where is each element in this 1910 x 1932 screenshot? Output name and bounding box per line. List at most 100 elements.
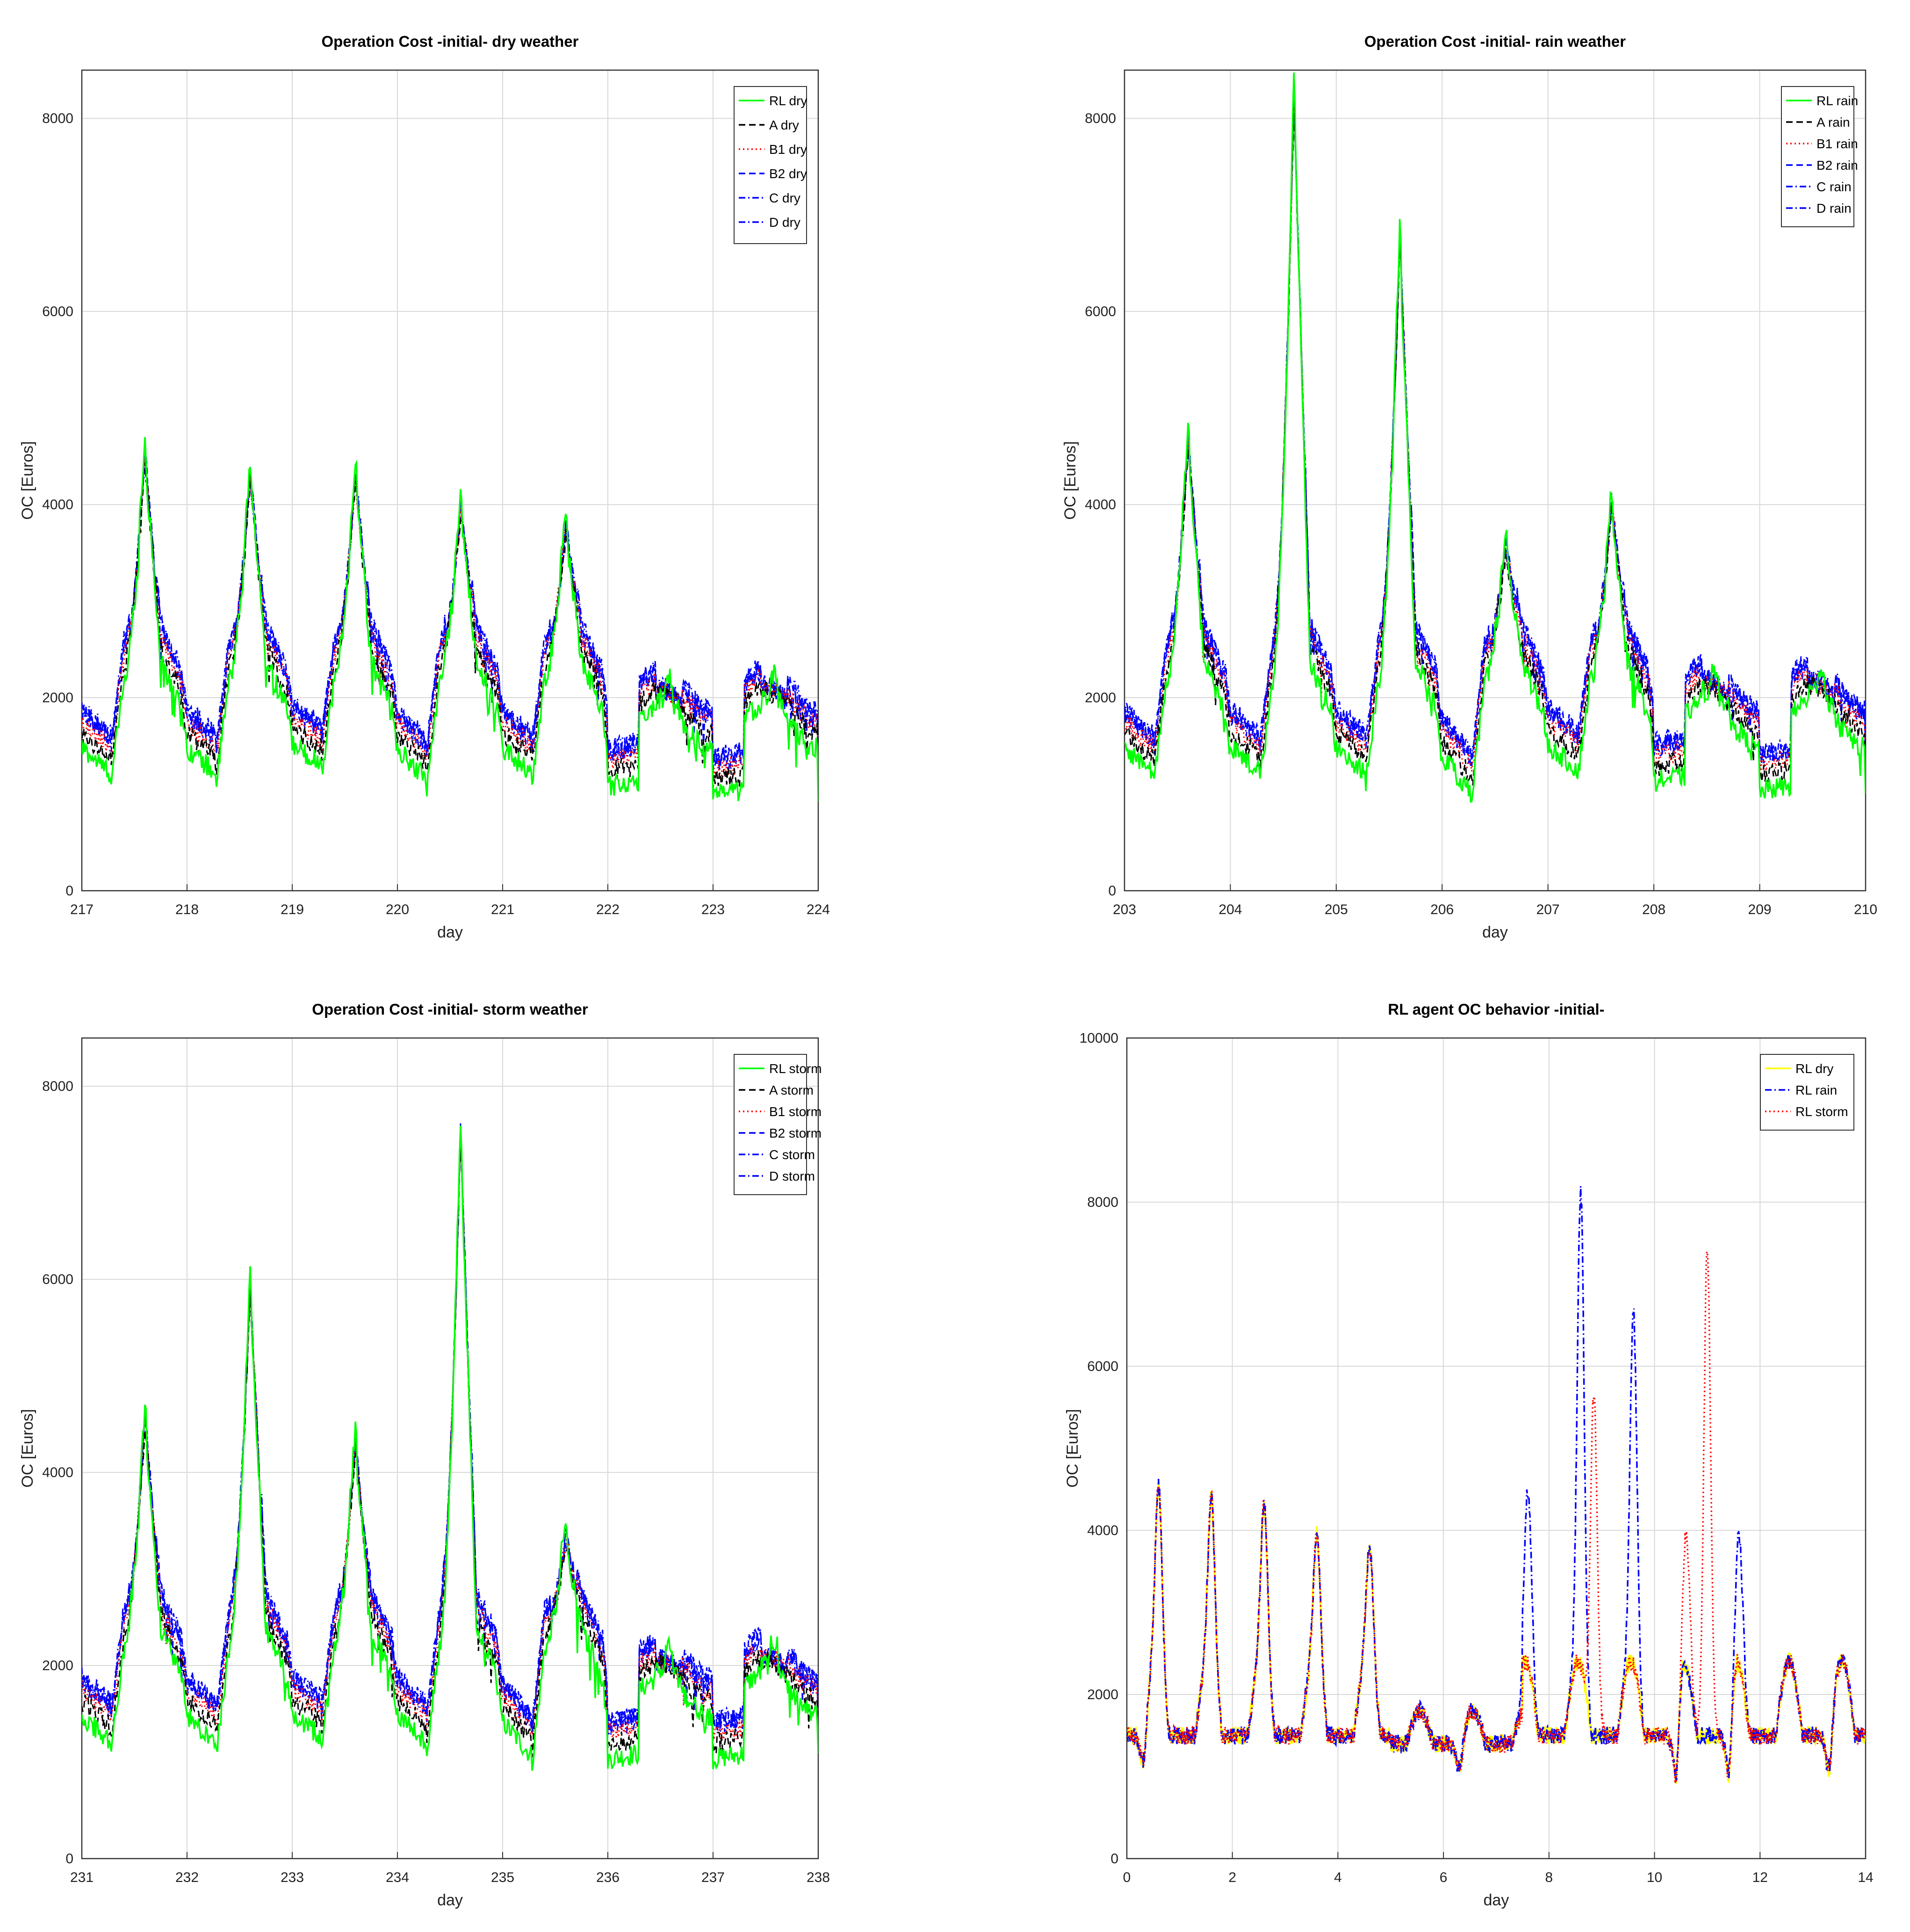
- series-lines: [82, 1123, 818, 1771]
- legend-box: [734, 1054, 807, 1195]
- y-axis-label: OC [Euros]: [1064, 1409, 1081, 1487]
- x-tick-label: 10: [1647, 1870, 1662, 1885]
- x-tick-label: 205: [1325, 902, 1348, 917]
- legend-label: B2 storm: [769, 1126, 822, 1140]
- legend-label: RL dry: [1795, 1061, 1833, 1076]
- chart-title: Operation Cost -initial- rain weather: [1364, 33, 1626, 50]
- axes-frame: [81, 69, 819, 892]
- legend: RL dry RL rain RL storm: [1760, 1054, 1854, 1131]
- x-axis-label: day: [437, 1891, 463, 1909]
- legend-label: A storm: [769, 1083, 814, 1097]
- legend-box: [1760, 1054, 1854, 1131]
- series-line-a-rain: [1124, 107, 1866, 786]
- series-line-b2-rain: [1124, 101, 1866, 766]
- x-tick-label: 238: [807, 1870, 830, 1885]
- x-tick-label: 218: [175, 902, 199, 917]
- axes-frame: [1124, 69, 1867, 892]
- x-tick-label: 234: [386, 1870, 409, 1885]
- x-tick-label: 231: [70, 1870, 94, 1885]
- legend-label: RL storm: [769, 1061, 822, 1076]
- y-axis-label: OC [Euros]: [19, 1409, 36, 1487]
- x-tick-label: 2: [1228, 1870, 1236, 1885]
- x-tick-label: 217: [70, 902, 94, 917]
- y-tick-label: 6000: [42, 1272, 73, 1287]
- x-tick-label: 233: [281, 1870, 304, 1885]
- series-line-rl-storm: [1127, 1251, 1866, 1784]
- y-tick-label: 0: [1108, 883, 1116, 899]
- chart-title: Operation Cost -initial- dry weather: [321, 33, 578, 50]
- legend-label: RL rain: [1795, 1083, 1837, 1097]
- x-tick-label: 223: [701, 902, 725, 917]
- x-tick-label: 8: [1545, 1870, 1553, 1885]
- series-lines: [82, 437, 818, 802]
- series-lines: [1127, 1186, 1866, 1784]
- x-tick-label: 221: [491, 902, 514, 917]
- y-tick-label: 4000: [1085, 497, 1116, 512]
- y-tick-label: 10000: [1080, 1031, 1118, 1046]
- y-tick-label: 4000: [42, 1465, 73, 1480]
- legend-label: RL dry: [769, 94, 807, 108]
- y-tick-label: 0: [1110, 1851, 1118, 1867]
- x-tick-label: 209: [1748, 902, 1772, 917]
- x-tick-label: 203: [1113, 902, 1136, 917]
- x-tick-label: 224: [807, 902, 830, 917]
- legend-label: B1 rain: [1816, 137, 1858, 151]
- y-tick-label: 0: [65, 1851, 73, 1867]
- legend-label: B2 dry: [769, 166, 807, 181]
- legend-box: [1781, 86, 1854, 227]
- x-tick-label: 207: [1536, 902, 1560, 917]
- legend: RL storm A storm B1 storm B2 storm C storm D …: [734, 1054, 822, 1195]
- x-tick-label: 219: [281, 902, 304, 917]
- legend-label: A dry: [769, 118, 799, 132]
- y-tick-label: 0: [65, 883, 73, 899]
- legend-label: B2 rain: [1816, 158, 1858, 173]
- series-lines: [1124, 72, 1866, 803]
- legend: RL rain A rain B1 rain B2 rain C rain D rain: [1781, 86, 1858, 227]
- series-line-d-storm: [82, 1126, 818, 1731]
- y-axis-label: OC [Euros]: [19, 441, 36, 519]
- series-line-d-rain: [1124, 89, 1866, 760]
- chart-panel-1: 217 218 219 220 221 222 223 224 0 2000 4000 6000 800…: [19, 33, 830, 941]
- legend-label: RL storm: [1795, 1104, 1848, 1119]
- y-tick-label: 2000: [42, 690, 73, 706]
- legend-label: A rain: [1816, 115, 1850, 130]
- chart-panel-3: 231 232 233 234 235 236 237 238 0 2000 4000 6000 800…: [19, 1001, 830, 1909]
- legend-label: RL rain: [1816, 94, 1858, 108]
- x-tick-label: 12: [1752, 1870, 1768, 1885]
- x-tick-label: 206: [1430, 902, 1454, 917]
- legend-label: D dry: [769, 215, 800, 230]
- x-tick-label: 14: [1858, 1870, 1873, 1885]
- legend-label: B1 dry: [769, 142, 807, 157]
- y-tick-label: 8000: [1085, 111, 1116, 126]
- x-tick-label: 208: [1642, 902, 1665, 917]
- legend-label: C storm: [769, 1147, 815, 1162]
- y-tick-label: 2000: [1085, 690, 1116, 706]
- series-line-rl-rain: [1127, 1186, 1866, 1784]
- chart-title: RL agent OC behavior -initial-: [1388, 1001, 1604, 1018]
- y-axis-label: OC [Euros]: [1061, 441, 1079, 519]
- series-line-c-rain: [1124, 86, 1866, 766]
- x-axis-label: day: [1484, 1891, 1509, 1909]
- y-tick-label: 6000: [42, 304, 73, 319]
- x-axis-label: day: [1482, 923, 1508, 941]
- series-line-b2-storm: [82, 1123, 818, 1732]
- series-line-rl-dry: [82, 437, 818, 802]
- y-tick-label: 8000: [42, 1079, 73, 1094]
- y-tick-label: 2000: [42, 1658, 73, 1673]
- x-tick-label: 210: [1854, 902, 1877, 917]
- legend-box: [734, 86, 807, 244]
- axes-frame: [1126, 1037, 1867, 1860]
- chart-panel-2: 203 204 205 206 207 208 209 210 0 2000 4000 6000 800…: [1061, 33, 1877, 941]
- y-tick-label: 2000: [1087, 1687, 1118, 1702]
- axes-frame: [81, 1037, 819, 1860]
- x-tick-label: 6: [1440, 1870, 1448, 1885]
- series-line-b1-rain: [1124, 105, 1866, 776]
- x-tick-label: 235: [491, 1870, 514, 1885]
- legend-label: C dry: [769, 191, 800, 205]
- legend: RL dry A dry B1 dry B2 dry C dry D dry: [734, 86, 807, 244]
- legend-label: D storm: [769, 1169, 815, 1183]
- y-tick-label: 8000: [1087, 1195, 1118, 1210]
- x-tick-label: 220: [386, 902, 409, 917]
- x-tick-label: 204: [1218, 902, 1242, 917]
